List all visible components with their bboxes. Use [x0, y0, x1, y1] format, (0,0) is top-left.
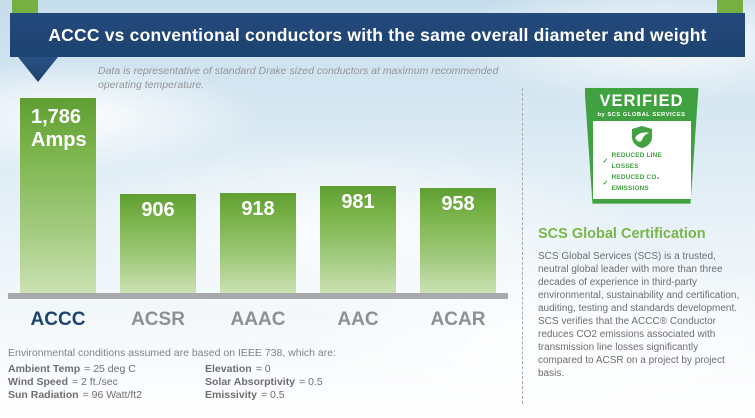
bar-value-label: 1,786 Amps	[31, 106, 87, 151]
check-text: REDUCED CO₂ EMISSIONS	[611, 173, 660, 192]
bars-row: 1,786 Amps 906 918 981 958	[8, 92, 508, 293]
scs-verified-badge: VERIFIED by SCS GLOBAL SERVICES ✓ REDUCE…	[584, 88, 699, 204]
environmental-conditions: Ambient Temp = 25 deg C Wind Speed = 2 f…	[8, 363, 402, 402]
condition-row: Elevation = 0	[205, 363, 402, 376]
bar-value-label: 981	[341, 191, 375, 213]
category-label-acsr: ACSR	[131, 309, 185, 330]
chart-subtitle: Data is representative of standard Drake…	[98, 65, 499, 92]
condition-row: Emissivity = 0.5	[205, 389, 402, 402]
condition-row: Ambient Temp = 25 deg C	[8, 363, 205, 376]
bar-column: 958	[408, 92, 508, 293]
environment-intro: Environmental conditions assumed are bas…	[8, 347, 337, 359]
condition-label: Sun Radiation	[8, 389, 79, 401]
condition-row: Sun Radiation = 96 Watt/ft2	[8, 389, 205, 402]
category-label-acar: ACAR	[430, 309, 486, 330]
title-banner: ACCC vs conventional conductors with the…	[10, 13, 745, 57]
condition-row: Wind Speed = 2 ft./sec	[8, 376, 205, 389]
banner-arrow-icon	[18, 57, 58, 82]
badge-check-line: ✓ REDUCED CO₂ EMISSIONS	[595, 173, 689, 195]
check-icon: ✓	[602, 179, 609, 187]
condition-value: = 96 Watt/ft2	[82, 389, 143, 401]
condition-row: Solar Absorptivity = 0.5	[205, 376, 402, 389]
bar-column: 918	[208, 92, 308, 293]
bar-column: 981	[308, 92, 408, 293]
conditions-column-right: Elevation = 0 Solar Absorptivity = 0.5 E…	[205, 363, 402, 402]
scs-bird-shield-icon	[631, 126, 652, 148]
bar-value-label: 906	[141, 199, 175, 221]
category-label-aac: AAC	[337, 309, 379, 330]
condition-label: Ambient Temp	[8, 363, 81, 375]
badge-body: ✓ REDUCED LINE LOSSES ✓ REDUCED CO₂ EMIS…	[592, 121, 691, 199]
check-text: REDUCED LINE LOSSES	[611, 152, 662, 170]
bar-column: 906	[108, 92, 208, 293]
bar-value-label: 958	[441, 193, 475, 215]
condition-label: Wind Speed	[8, 376, 68, 388]
page-title: ACCC vs conventional conductors with the…	[48, 24, 707, 45]
condition-value: = 0.5	[260, 389, 285, 401]
bar-aac: 981	[320, 186, 396, 293]
dashed-divider	[522, 88, 523, 404]
bar-value-label: 918	[241, 198, 275, 220]
chart-baseline	[8, 293, 508, 299]
condition-label: Solar Absorptivity	[205, 376, 296, 388]
certification-heading: SCS Global Certification	[538, 225, 706, 242]
condition-value: = 2 ft./sec	[72, 376, 118, 388]
ribbon-tab-left	[12, 0, 38, 13]
ribbon-tab-right	[717, 0, 743, 13]
bar-column: 1,786 Amps	[8, 92, 108, 293]
verified-by-label: by SCS GLOBAL SERVICES	[597, 112, 686, 118]
certification-body: SCS Global Services (SCS) is a trusted, …	[538, 250, 740, 379]
bar-acsr: 906	[120, 194, 196, 293]
bar-accc: 1,786 Amps	[20, 98, 96, 293]
check-icon: ✓	[602, 157, 609, 165]
condition-label: Elevation	[205, 363, 252, 375]
bar-aaac: 918	[220, 193, 296, 293]
category-label-accc: ACCC	[30, 309, 86, 330]
certification-panel: VERIFIED by SCS GLOBAL SERVICES ✓ REDUCE…	[538, 88, 745, 380]
verified-label: VERIFIED	[599, 92, 684, 110]
conditions-column-left: Ambient Temp = 25 deg C Wind Speed = 2 f…	[8, 363, 205, 402]
condition-value: = 0	[255, 363, 271, 375]
bar-chart: 1,786 Amps 906 918 981 958 ACCC ACSR AAAC AAC AC…	[8, 92, 508, 337]
category-label-aaac: AAAC	[230, 309, 286, 330]
condition-label: Emissivity	[205, 389, 257, 401]
labels-row: ACCC ACSR AAAC AAC ACAR	[8, 309, 508, 331]
badge-check-line: ✓ REDUCED LINE LOSSES	[595, 151, 689, 173]
condition-value: = 25 deg C	[84, 363, 136, 375]
condition-value: = 0.5	[299, 376, 323, 388]
bar-acar: 958	[420, 188, 496, 293]
